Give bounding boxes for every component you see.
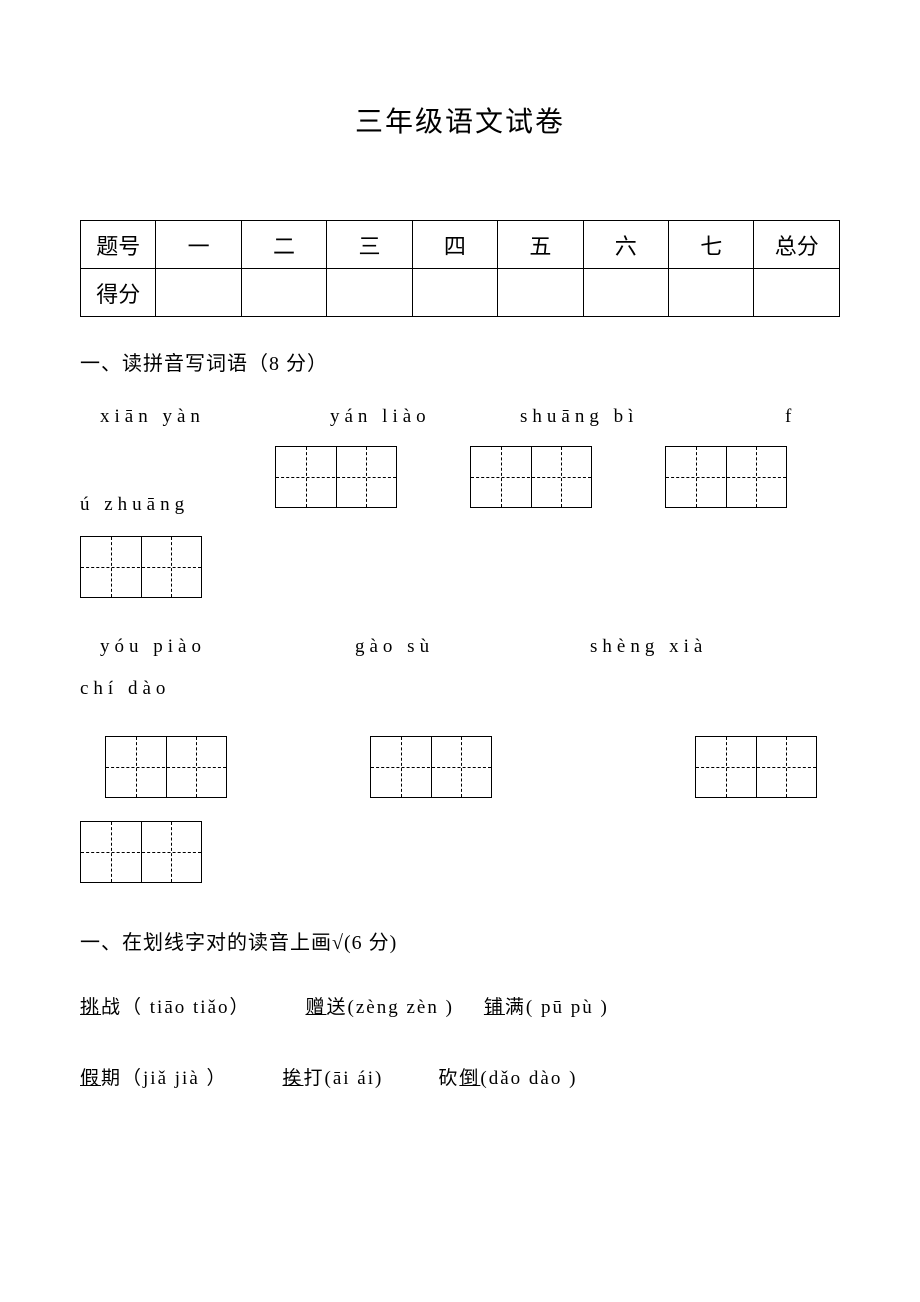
q2-row2: 假期（jiǎ jià ） 挨打(āi ái) 砍倒(dǎo dào ) bbox=[80, 1056, 840, 1102]
q2-r3: 满( pū pù ) bbox=[505, 997, 609, 1018]
pinyin-1b: yán liào bbox=[330, 406, 431, 428]
q2-row1: 挑战（ tiāo tiǎo） 赠送(zèng zèn ) 铺满( pū pù ) bbox=[80, 985, 840, 1031]
score-label: 得分 bbox=[81, 269, 156, 317]
score-cell[interactable] bbox=[241, 269, 326, 317]
q2b-r1: 期（jiǎ jià ） bbox=[101, 1068, 227, 1089]
q2b-w2: 挨 bbox=[283, 1068, 304, 1089]
score-table: 题号 一 二 三 四 五 六 七 总分 得分 bbox=[80, 220, 840, 317]
q2-w1: 挑 bbox=[80, 997, 101, 1018]
col-1: 一 bbox=[156, 221, 241, 269]
col-3: 三 bbox=[327, 221, 412, 269]
q2-r2: 送(zèng zèn ) bbox=[327, 997, 454, 1018]
q2-w3: 铺 bbox=[484, 997, 505, 1018]
answer-box[interactable] bbox=[695, 736, 817, 798]
pinyin-1-cont: ú zhuāng bbox=[80, 494, 189, 516]
q2b-r3a: 砍 bbox=[438, 1068, 459, 1089]
q2b-r3b: (dǎo dào ) bbox=[480, 1068, 577, 1089]
q1-heading: 一、读拼音写词语（8 分） bbox=[80, 347, 840, 376]
pinyin-2c: shèng xià bbox=[590, 636, 707, 658]
q2b-w1: 假 bbox=[80, 1068, 101, 1089]
answer-box[interactable] bbox=[470, 446, 592, 508]
q2-heading: 一、在划线字对的读音上画√(6 分) bbox=[80, 926, 840, 955]
score-cell[interactable] bbox=[156, 269, 241, 317]
score-cell[interactable] bbox=[583, 269, 668, 317]
col-6: 六 bbox=[583, 221, 668, 269]
score-cell[interactable] bbox=[498, 269, 583, 317]
pinyin-1a: xiān yàn bbox=[100, 406, 205, 428]
col-total: 总分 bbox=[754, 221, 840, 269]
q2b-w3: 倒 bbox=[459, 1068, 480, 1089]
q2-w2: 赠 bbox=[306, 997, 327, 1018]
q2b-r2: 打(āi ái) bbox=[304, 1068, 384, 1089]
pinyin-2a: yóu piào bbox=[100, 636, 206, 658]
page-title: 三年级语文试卷 bbox=[80, 100, 840, 140]
q2-r1: 战（ tiāo tiǎo） bbox=[101, 997, 250, 1018]
pinyin-2-cont: chí dào bbox=[80, 678, 170, 700]
col-7: 七 bbox=[669, 221, 754, 269]
header-label: 题号 bbox=[81, 221, 156, 269]
col-4: 四 bbox=[412, 221, 497, 269]
score-cell[interactable] bbox=[754, 269, 840, 317]
col-5: 五 bbox=[498, 221, 583, 269]
score-cell[interactable] bbox=[412, 269, 497, 317]
q2-block: 一、在划线字对的读音上画√(6 分) 挑战（ tiāo tiǎo） 赠送(zèng… bbox=[80, 926, 840, 1101]
score-cell[interactable] bbox=[669, 269, 754, 317]
pinyin-2b: gào sù bbox=[355, 636, 434, 658]
answer-box[interactable] bbox=[80, 536, 202, 598]
q1-group1: xiān yàn yán liào shuāng bì f ú zhuāng bbox=[80, 406, 840, 596]
q1-group2: yóu piào gào sù shèng xià chí dào bbox=[80, 636, 840, 886]
table-row-header: 题号 一 二 三 四 五 六 七 总分 bbox=[81, 221, 840, 269]
answer-box[interactable] bbox=[665, 446, 787, 508]
answer-box[interactable] bbox=[275, 446, 397, 508]
table-row-score: 得分 bbox=[81, 269, 840, 317]
pinyin-1d: f bbox=[785, 406, 796, 428]
answer-box[interactable] bbox=[105, 736, 227, 798]
answer-box[interactable] bbox=[80, 821, 202, 883]
col-2: 二 bbox=[241, 221, 326, 269]
answer-box[interactable] bbox=[370, 736, 492, 798]
score-cell[interactable] bbox=[327, 269, 412, 317]
pinyin-1c: shuāng bì bbox=[520, 406, 638, 428]
